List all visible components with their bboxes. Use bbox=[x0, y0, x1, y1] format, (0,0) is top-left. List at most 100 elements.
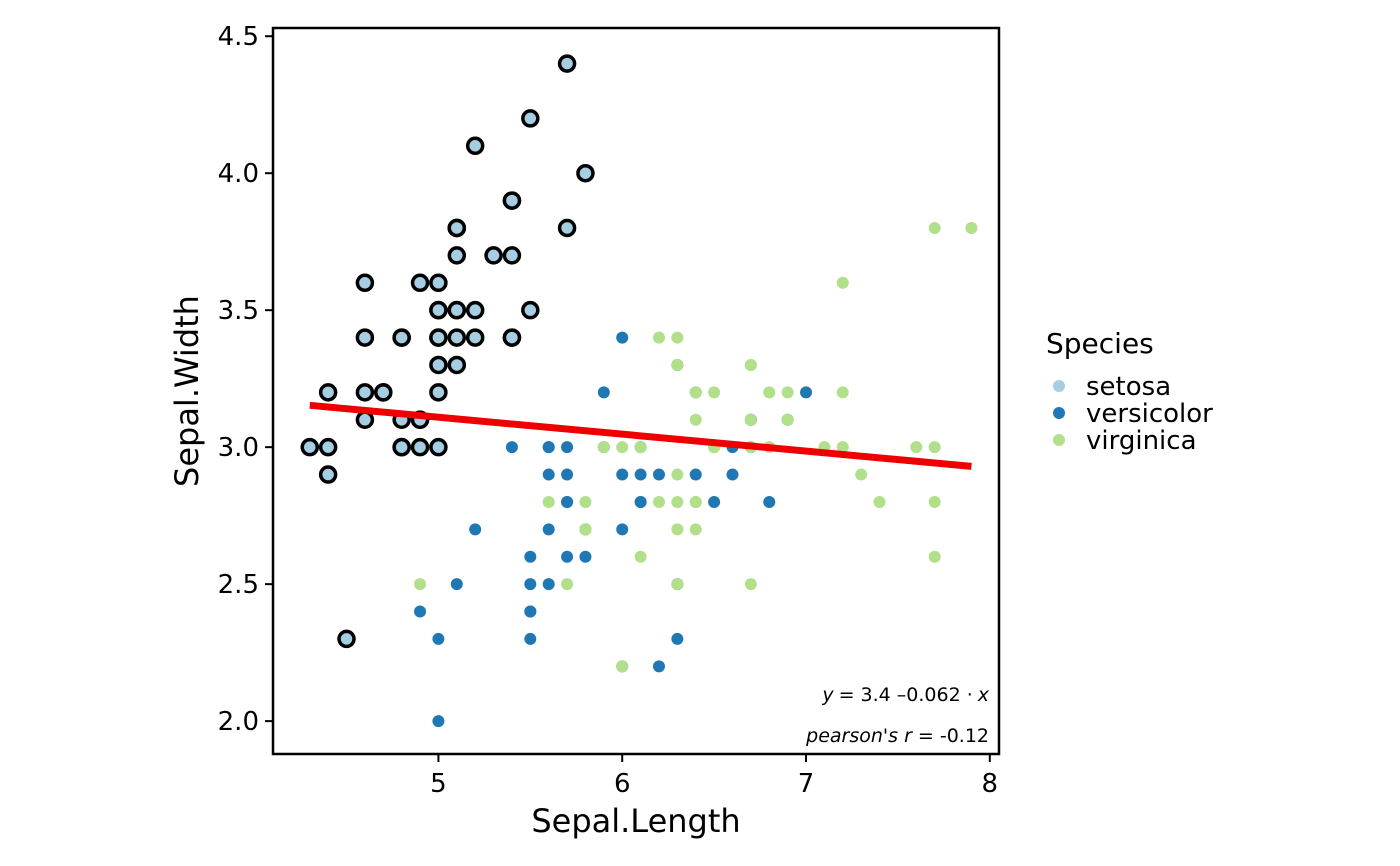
data-point-setosa bbox=[447, 218, 467, 238]
y-tick-label: 2.5 bbox=[218, 570, 259, 600]
data-point-versicolor bbox=[542, 468, 555, 481]
correlation-annotation: pearson's r = -0.12 bbox=[805, 725, 989, 747]
y-axis: 2.0 2.5 3.0 3.5 4.0 4.5 bbox=[218, 22, 273, 737]
data-point-setosa bbox=[429, 273, 448, 293]
points-layer bbox=[300, 54, 978, 728]
data-point-versicolor bbox=[579, 550, 592, 563]
data-point-virginica bbox=[744, 413, 757, 426]
data-point-virginica bbox=[579, 523, 592, 536]
legend-label-setosa: setosa bbox=[1086, 372, 1171, 402]
data-point-virginica bbox=[689, 495, 702, 508]
data-point-versicolor bbox=[708, 495, 721, 508]
data-point-versicolor bbox=[634, 495, 647, 508]
data-point-setosa bbox=[392, 437, 411, 457]
data-point-virginica bbox=[689, 413, 702, 426]
data-point-virginica bbox=[928, 495, 941, 508]
correlation-prefix: pearson's bbox=[805, 725, 898, 747]
data-point-setosa bbox=[447, 246, 467, 265]
x-tick-label: 8 bbox=[982, 769, 999, 799]
data-point-virginica bbox=[965, 221, 978, 234]
data-point-versicolor bbox=[524, 605, 537, 618]
data-point-setosa bbox=[410, 273, 430, 293]
y-axis-title: Sepal.Width bbox=[168, 295, 206, 487]
equation-var: x bbox=[977, 684, 990, 706]
series-versicolor bbox=[414, 331, 813, 728]
data-point-setosa bbox=[429, 300, 448, 320]
data-point-setosa bbox=[521, 300, 540, 320]
x-tick-label: 6 bbox=[614, 769, 631, 799]
data-point-virginica bbox=[873, 495, 886, 508]
data-point-setosa bbox=[465, 328, 485, 347]
data-point-virginica bbox=[763, 386, 776, 399]
data-point-versicolor bbox=[689, 468, 702, 481]
correlation-value: = -0.12 bbox=[918, 725, 989, 747]
data-point-virginica bbox=[652, 331, 665, 344]
data-point-virginica bbox=[928, 441, 941, 454]
data-point-virginica bbox=[616, 660, 629, 673]
data-point-setosa bbox=[557, 218, 577, 238]
data-point-virginica bbox=[928, 221, 941, 234]
data-point-versicolor bbox=[561, 441, 574, 454]
data-point-versicolor bbox=[524, 632, 537, 645]
data-point-setosa bbox=[337, 629, 356, 649]
data-point-versicolor bbox=[542, 578, 555, 591]
data-point-versicolor bbox=[671, 632, 684, 645]
data-point-versicolor bbox=[561, 468, 574, 481]
data-point-setosa bbox=[465, 300, 485, 320]
data-point-virginica bbox=[671, 358, 684, 371]
data-point-versicolor bbox=[524, 550, 537, 563]
data-point-versicolor bbox=[726, 468, 739, 481]
data-point-setosa bbox=[465, 136, 485, 156]
data-point-setosa bbox=[410, 437, 430, 457]
data-point-virginica bbox=[671, 495, 684, 508]
y-tick-label: 2.0 bbox=[218, 707, 259, 737]
data-point-versicolor bbox=[505, 441, 518, 454]
data-point-setosa bbox=[576, 163, 595, 183]
y-tick-label: 3.5 bbox=[218, 296, 259, 326]
plot-panel-border bbox=[271, 26, 1001, 756]
x-tick-label: 5 bbox=[430, 769, 447, 799]
equation-lhs: y bbox=[821, 684, 834, 706]
data-point-versicolor bbox=[432, 715, 445, 728]
data-point-virginica bbox=[855, 468, 868, 481]
data-point-virginica bbox=[910, 441, 923, 454]
data-point-setosa bbox=[521, 109, 540, 128]
data-point-versicolor bbox=[634, 468, 647, 481]
data-point-versicolor bbox=[800, 386, 813, 399]
legend-title: Species bbox=[1046, 327, 1154, 360]
legend-swatch-virginica bbox=[1053, 434, 1065, 446]
data-point-setosa bbox=[484, 246, 503, 265]
data-point-versicolor bbox=[450, 578, 463, 591]
legend-swatch-versicolor bbox=[1053, 407, 1065, 419]
y-tick-label: 3.0 bbox=[218, 433, 259, 463]
data-point-virginica bbox=[542, 495, 555, 508]
data-point-setosa bbox=[318, 437, 338, 457]
data-point-setosa bbox=[355, 383, 375, 402]
data-point-setosa bbox=[429, 383, 448, 402]
y-tick-label: 4.0 bbox=[218, 159, 259, 189]
y-tick-label: 4.5 bbox=[218, 22, 259, 52]
data-point-setosa bbox=[557, 54, 577, 73]
data-point-virginica bbox=[689, 523, 702, 536]
equation-body: = 3.4 –0.062 · bbox=[839, 684, 973, 706]
data-point-setosa bbox=[447, 300, 467, 320]
data-point-setosa bbox=[447, 328, 467, 347]
data-point-virginica bbox=[414, 578, 427, 591]
data-point-setosa bbox=[429, 328, 448, 347]
data-point-virginica bbox=[744, 578, 757, 591]
data-point-versicolor bbox=[542, 523, 555, 536]
data-point-virginica bbox=[671, 331, 684, 344]
data-point-virginica bbox=[671, 468, 684, 481]
data-point-setosa bbox=[355, 273, 375, 293]
data-point-versicolor bbox=[524, 578, 537, 591]
data-point-setosa bbox=[447, 355, 467, 375]
data-point-virginica bbox=[597, 441, 610, 454]
data-point-versicolor bbox=[616, 468, 629, 481]
data-point-virginica bbox=[579, 495, 592, 508]
data-point-setosa bbox=[300, 437, 320, 457]
data-point-setosa bbox=[355, 328, 375, 347]
data-point-versicolor bbox=[432, 632, 445, 645]
